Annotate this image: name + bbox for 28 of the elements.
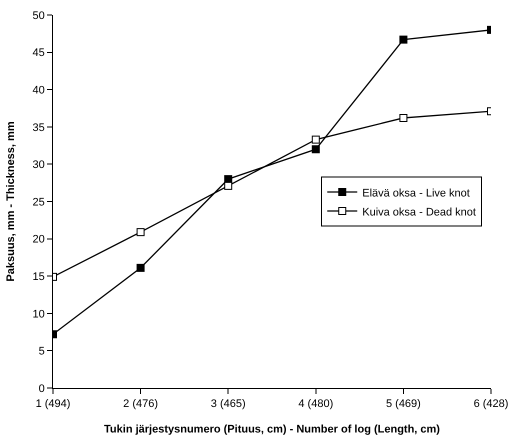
y-tick-label: 5: [38, 346, 45, 358]
legend-label: Kuiva oksa - Dead knot: [362, 206, 476, 218]
point: [399, 114, 408, 122]
y-tick-label: 0: [38, 382, 45, 395]
x-axis-title: Tukin järjestysnumero (Pituus, cm) - Number of log (Length, cm): [104, 423, 440, 436]
y-tick-label: 25: [32, 196, 45, 208]
y-tick-label: 10: [32, 308, 45, 320]
y-axis-title: Paksuus, mm - Thickness, mm: [5, 121, 18, 282]
y-tick-label: 40: [32, 84, 45, 96]
y-tick-label: 45: [32, 47, 45, 60]
x-tick-label: 2 (476): [123, 398, 158, 410]
y-tick-label: 30: [32, 159, 45, 172]
point: [399, 36, 408, 44]
x-tick-label: 6 (428): [474, 398, 508, 410]
point: [312, 145, 320, 154]
x-tick-label: 4 (480): [298, 398, 334, 410]
x-tick-label: 5 (469): [386, 398, 421, 410]
y-tick-label: 50: [32, 10, 45, 22]
legend-label: Elävä oksa - Live knot: [362, 187, 470, 200]
point: [312, 136, 320, 144]
point: [136, 228, 145, 236]
y-tick-label: 15: [32, 270, 45, 283]
y-tick-label: 35: [32, 122, 45, 134]
y-tick-label: 20: [32, 234, 45, 246]
point: [224, 182, 232, 190]
x-tick-label: 1 (494): [36, 398, 70, 410]
point: [136, 264, 145, 272]
x-tick-label: 3 (465): [210, 398, 246, 410]
